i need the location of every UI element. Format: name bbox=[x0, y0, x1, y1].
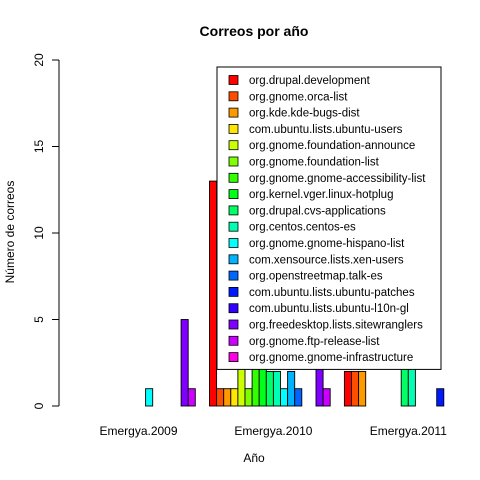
legend-entry: org.freedesktop.lists.sitewranglers bbox=[249, 320, 423, 332]
legend-entry: org.drupal.development bbox=[249, 75, 371, 87]
bar bbox=[272, 370, 281, 407]
legend-swatch bbox=[228, 238, 239, 248]
legend-swatch bbox=[228, 270, 239, 281]
y-tick-label: 0 bbox=[32, 402, 46, 409]
bar bbox=[230, 388, 239, 407]
y-tick-label: 20 bbox=[32, 53, 46, 67]
bar bbox=[287, 370, 296, 407]
legend-swatch bbox=[228, 319, 239, 330]
legend-entry: com.ubuntu.lists.ubuntu-users bbox=[249, 124, 403, 136]
legend-entry: org.gnome.orca-list bbox=[249, 91, 348, 103]
legend-swatch bbox=[228, 140, 239, 151]
legend-swatch bbox=[228, 254, 239, 265]
x-tick-label: Emergya.2010 bbox=[234, 424, 312, 438]
legend-swatch bbox=[228, 189, 239, 200]
legend-entry: com.ubuntu.lists.ubuntu-patches bbox=[249, 287, 415, 299]
legend-entry: org.gnome.foundation-announce bbox=[249, 140, 415, 152]
bar bbox=[280, 388, 289, 407]
legend-entry: org.gnome.ftp-release-list bbox=[249, 336, 380, 348]
y-tick-label: 15 bbox=[32, 140, 46, 154]
legend-entry: org.kde.kde-bugs-dist bbox=[249, 108, 360, 120]
bars bbox=[145, 180, 445, 407]
legend-swatch bbox=[228, 124, 239, 134]
legend-swatch bbox=[228, 75, 239, 85]
legend-entry: org.gnome.gnome-accessibility-list bbox=[249, 173, 426, 185]
legend-swatch bbox=[228, 156, 239, 167]
legend-box bbox=[216, 66, 442, 370]
bar bbox=[358, 370, 367, 407]
y-tick-label: 10 bbox=[32, 226, 46, 240]
legend-swatch bbox=[228, 107, 239, 118]
legend-swatch bbox=[228, 286, 239, 297]
legend-swatch bbox=[228, 352, 239, 363]
legend-entry: com.ubuntu.lists.ubuntu-l10n-gl bbox=[249, 303, 409, 315]
bar bbox=[244, 388, 253, 407]
bar bbox=[209, 180, 218, 407]
chart-title: Correos por año bbox=[200, 23, 309, 39]
bar bbox=[180, 319, 189, 407]
y-tick-label: 5 bbox=[32, 316, 46, 323]
legend-entry: org.kernel.vger.linux-hotplug bbox=[249, 189, 393, 201]
legend-entry: org.gnome.gnome-infrastructure bbox=[249, 352, 413, 364]
bar bbox=[187, 388, 196, 407]
bar bbox=[145, 388, 154, 407]
legend-entry: org.openstreetmap.talk-es bbox=[249, 271, 383, 283]
legend-swatch bbox=[228, 205, 239, 216]
bar bbox=[436, 388, 445, 407]
legend-swatch bbox=[228, 303, 239, 314]
bar bbox=[265, 370, 274, 407]
x-tick-label: Emergya.2011 bbox=[370, 424, 447, 438]
legend: org.drupal.development org.gnome.orca-lis… bbox=[216, 66, 442, 370]
legend-entry: org.gnome.foundation-list bbox=[249, 157, 380, 169]
bar bbox=[322, 388, 331, 407]
legend-swatch bbox=[228, 91, 239, 102]
legend-swatch bbox=[228, 172, 239, 183]
bar bbox=[216, 388, 225, 407]
x-axis-ticks: Emergya.2009 Emergya.2010 Emergya.2011 bbox=[99, 424, 447, 438]
x-tick-label: Emergya.2009 bbox=[99, 424, 177, 438]
bar bbox=[343, 370, 352, 407]
x-axis-label: Año bbox=[243, 451, 265, 465]
bar bbox=[223, 388, 232, 407]
legend-entry: com.xensource.lists.xen-users bbox=[249, 254, 404, 266]
legend-swatch bbox=[228, 221, 239, 232]
y-axis-label: Número de correos bbox=[3, 181, 17, 284]
legend-swatch bbox=[228, 335, 239, 346]
bar bbox=[351, 370, 360, 407]
bar bbox=[294, 388, 303, 407]
legend-entry: org.gnome.gnome-hispano-list bbox=[249, 238, 405, 250]
y-axis: 0 5 10 15 20 bbox=[32, 53, 60, 409]
legend-entry: org.drupal.cvs-applications bbox=[249, 205, 386, 217]
legend-entry: org.centos.centos-es bbox=[249, 222, 356, 234]
